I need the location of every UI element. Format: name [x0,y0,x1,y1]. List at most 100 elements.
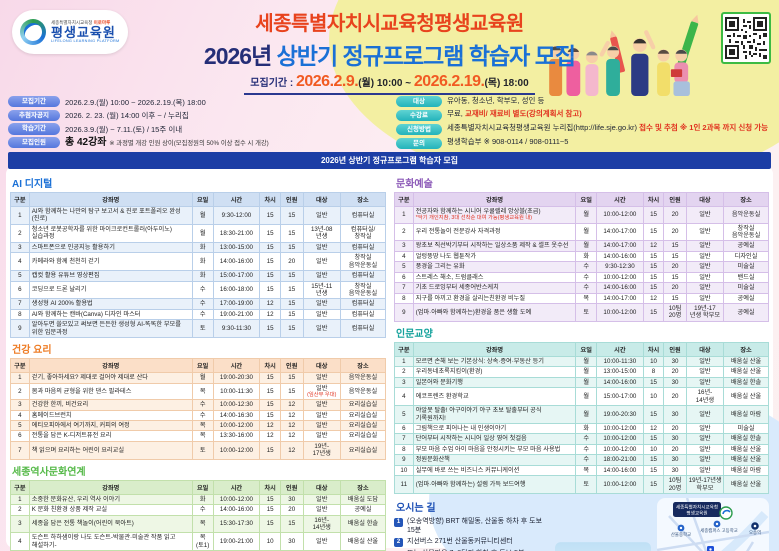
table-cell: 15 [280,280,304,300]
table-cell: 3 [394,240,414,252]
table-header-row: 구분 강좌명 요일 시간 차시 인원 대상 장소 [10,479,386,495]
table-cell: 15 [642,376,665,389]
table-cell: 12 [642,292,665,305]
table-cell: 배움실 산울 [723,387,769,407]
column-header: 인원 [280,358,304,374]
table-cell: 일반 [685,240,725,252]
table-cell: 10팀 20명 [663,303,687,322]
table-cell: 15 [280,308,304,321]
table-cell: 15년-11 년생 [302,280,341,300]
info-value: 무료, 교재비/ 재료비 별도(강의계획서 참고) [447,109,582,119]
table-cell: 컴퓨터실 [340,308,386,321]
table-cell: 소중한 문화유산, 우리 역사 이야기 [28,493,193,506]
table-cell: 14:00-17:00 [595,292,644,305]
table-cell: 30 [663,376,687,389]
table-cell: 19년- 17년생 [302,440,341,460]
table-cell: 공예실 [340,504,386,516]
table-cell: 9 [394,303,414,322]
table-cell: 15 [280,241,304,254]
table-cell: 11 [394,475,414,495]
table-cell: 16년- 14년생 [302,514,341,534]
table-cell: 수 [575,454,597,466]
table-cell: 10 [642,387,665,407]
table-cell: 스마트폰으로 인공지능 활용하기 [28,241,193,254]
table-cell: 15 [663,240,687,252]
info-label-pill: 문의 [396,137,442,149]
info-label-pill: 학습기간 [8,123,60,135]
svg-text:오송역: 오송역 [749,529,761,536]
table-row: 5 야알못 탈출! 야구이야기 야구 초보 탈출부터 공식 기록원까지! 월 19:0… [394,405,769,424]
table-cell: 화 [191,270,214,282]
table-cell: 9:30-12:30 [595,261,644,273]
table-cell: 15 [642,303,665,322]
column-header: 대상 [685,192,725,207]
table-cell: 월 [575,387,597,407]
table-row: 2 우리 전통놀이 전문강사 자격과정 월 14:00-17:00 15 20 일반 창작실 … [394,222,769,242]
right-column: 문화예술 구분 강좌명 요일 시간 차시 인원 대상 장소 1 전공자와 함께하는 시니어 우쿨렐… [394,172,769,551]
table-cell: 14:00-17:00 [595,240,644,252]
table-cell: 공예실 [723,303,769,322]
table-cell: 8 [394,292,414,305]
table-cell: 배움실 아람 [723,405,769,424]
table-cell: 7 [394,282,414,294]
table-cell: 일반 [302,419,341,432]
column-header: 요일 [191,479,214,495]
table-cell: 15 [642,405,665,424]
table-row: 2 우리동네초록지킴이(환경) 월 13:00-15:00 8 20 일반 배움실 산울 [394,366,769,378]
table-cell: 월 [575,355,597,368]
table-cell: 일반 [302,399,341,411]
table-cell: 컴퓨터실 [340,298,386,310]
info-value: 2026. 2. 23. (월) 14:00 이후 ~ / 누리집 [65,111,189,121]
table-cell: 13년-08 년생 [302,223,341,243]
table-cell: 15 [663,271,687,284]
table-cell: 배움실 산울 [723,475,769,495]
info-label-pill: 수강료 [396,109,442,122]
table-cell: 월 [191,206,214,225]
table-cell: 일반 [302,319,341,339]
table-cell: 모르면 손해 보는 기본상식: 상속·증여·부동산 등기 [412,355,577,368]
table-cell: 야알못 탈출! 야구이야기 야구 초보 탈출부터 공식 기록원까지! [412,405,577,424]
table-cell: 15 [259,223,281,243]
table-cell: 4 [394,387,414,407]
table-cell: 일반 [685,292,725,305]
logo-name: 평생교육원 [51,24,116,40]
info-column-right: 대상 유아동, 청소년, 학부모, 성인 등 수강료 무료, 교재비/ 재료비 … [396,94,771,150]
section-title: 인문교양 [396,328,433,340]
table-cell: 배움실 한솔 [723,433,769,445]
column-header: 구분 [394,341,414,357]
table-cell: 월 [191,372,214,384]
table-cell: 화 [575,250,597,263]
table-cell: 디자인실 [723,250,769,263]
column-header: 차시 [259,479,281,495]
table-cell: 밴드실 [723,271,769,284]
table-cell: 미술실 [723,422,769,435]
table-cell: 청소년 로봇공학자를 위한 마이크로컨트롤러(아두이노) 실습과정 [28,223,193,243]
column-header: 강좌명 [28,479,193,495]
table-cell: 일반 [685,376,725,389]
table-header-row: 구분 강좌명 요일 시간 차시 인원 대상 장소 [10,192,386,207]
directions-title: 오시는 길 [396,503,436,515]
column-header: 구분 [10,192,30,207]
table-cell: 수 [191,298,214,310]
table-cell: 3 [10,399,30,411]
table-cell: 홈메이드브런치 [28,409,193,421]
info-label-pill: 모집인원 [8,136,60,149]
table-cell: 10:00-12:00 [595,271,644,284]
people-illustration [549,14,699,96]
table-cell: 15 [642,271,665,284]
table-cell: 목 [191,419,214,432]
table-cell: 12 [280,419,304,432]
section-title: AI 디지털 [12,179,53,190]
table-cell: 생성형 AI 200% 활용법 [28,298,193,310]
table-cell: 지구를 아끼고 환경을 살리는친환경 비누질 [412,292,577,305]
info-value: 유아동, 청소년, 학부모, 성인 등 [447,95,545,105]
table-cell: 15 [642,261,665,273]
column-header: 대상 [302,192,341,207]
table-row: 1 전공자와 함께하는 시니어 우쿨렐레 앙상블(초급) *악기 개인지참, 3대 … [394,206,769,224]
table-header-row: 구분 강좌명 요일 시간 차시 인원 대상 장소 [394,341,769,357]
info-row: 문의 평생학습부 ※ 908-0114 / 908-0111~5 [396,137,771,149]
table-cell: 14:00-16:00 [595,376,644,389]
table-cell: 15:00-17:00 [595,387,644,407]
table-cell: 2 [10,382,30,401]
table-cell: 15 [280,514,304,534]
